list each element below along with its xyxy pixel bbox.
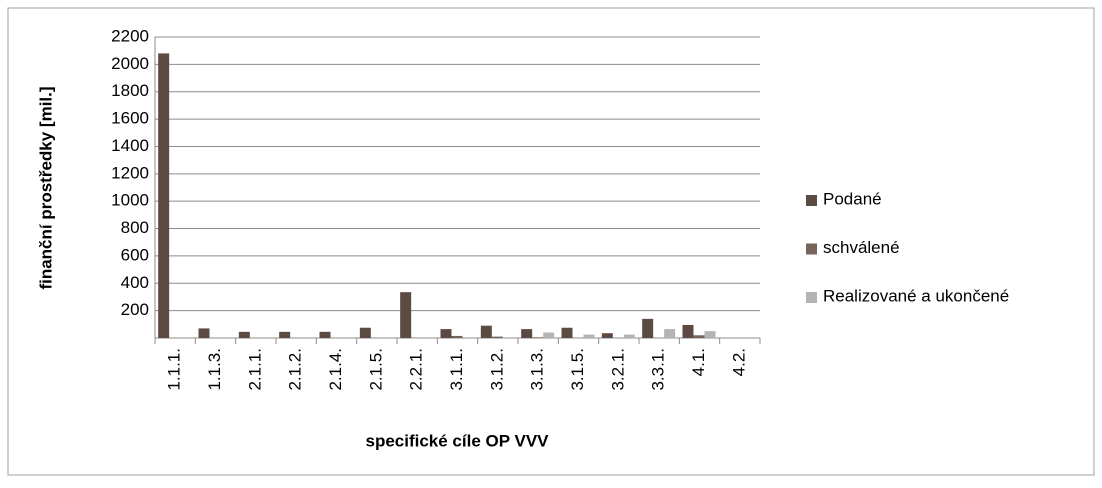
legend-label: Podané — [823, 189, 882, 208]
legend-label: schválené — [823, 238, 900, 257]
bar — [400, 292, 412, 338]
bar — [543, 332, 555, 338]
legend-swatch — [806, 292, 817, 303]
x-tick-label: 2.1.5. — [366, 348, 385, 391]
x-tick-label: 2.1.4. — [326, 348, 345, 391]
bar — [583, 334, 595, 338]
x-tick-label: 3.1.1. — [447, 348, 466, 391]
legend-swatch — [806, 243, 817, 255]
x-tick-label: 3.2.1. — [608, 348, 627, 391]
chart-frame — [7, 7, 1095, 476]
x-tick-label: 1.1.3. — [205, 348, 224, 391]
y-tick-label: 1000 — [111, 191, 149, 210]
bar — [521, 329, 533, 338]
x-tick-label: 3.1.5. — [568, 348, 587, 391]
x-axis-title: specifické cíle OP VVV — [365, 431, 549, 450]
x-tick-label: 3.1.2. — [487, 348, 506, 391]
bar — [158, 53, 170, 338]
legend-swatch — [806, 195, 817, 206]
bar — [480, 325, 492, 338]
y-tick-label: 1200 — [111, 163, 149, 182]
x-tick-label: 1.1.1. — [165, 348, 184, 391]
y-axis-title: finanční prostředky [mil.] — [36, 86, 55, 289]
x-tick-label: 2.2.1. — [407, 348, 426, 391]
y-tick-label: 800 — [121, 218, 149, 237]
bar — [198, 328, 210, 338]
y-tick-label: 1800 — [111, 81, 149, 100]
bar — [623, 334, 635, 338]
x-tick-label: 4.2. — [729, 348, 748, 376]
y-tick-label: 600 — [121, 245, 149, 264]
bar — [440, 329, 452, 338]
bar — [601, 333, 613, 338]
bar — [451, 335, 463, 338]
bar — [319, 331, 331, 338]
bar — [693, 335, 705, 338]
y-tick-label: 2000 — [111, 54, 149, 73]
bar — [279, 331, 291, 338]
bar — [704, 331, 716, 338]
bar — [664, 329, 676, 338]
x-tick-label: 3.1.3. — [528, 348, 547, 391]
y-tick-label: 1600 — [111, 109, 149, 128]
y-tick-label: 400 — [121, 273, 149, 292]
x-tick-label: 2.1.1. — [245, 348, 264, 391]
bar — [491, 336, 503, 338]
x-tick-label: 3.3.1. — [649, 348, 668, 391]
bar — [359, 327, 371, 338]
y-tick-label: 2200 — [111, 26, 149, 45]
y-tick-label: 1400 — [111, 136, 149, 155]
bar — [561, 327, 573, 338]
bar — [502, 337, 514, 338]
bar — [642, 318, 654, 338]
bar — [238, 331, 250, 338]
bar — [532, 337, 544, 338]
legend-label: Realizované a ukončené — [823, 286, 1009, 305]
y-tick-label: 200 — [121, 300, 149, 319]
x-tick-label: 4.1. — [689, 348, 708, 376]
x-tick-label: 2.1.2. — [286, 348, 305, 391]
bar — [682, 325, 694, 338]
